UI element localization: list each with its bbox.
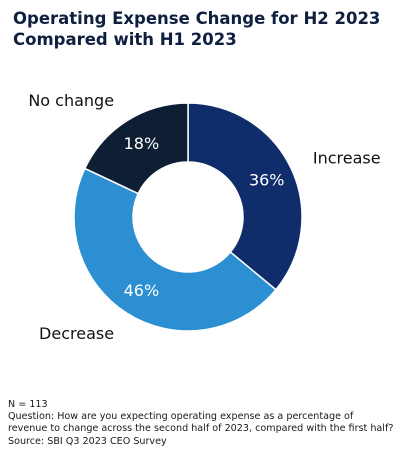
slice-increase [187, 102, 303, 291]
sample-size: N = 113 [8, 399, 48, 410]
footnotes: N = 113 Question: How are you expecting … [8, 399, 403, 448]
slice-category-label-increase: Increase [313, 149, 381, 168]
source-note: Source: SBI Q3 2023 CEO Survey [8, 435, 167, 447]
slice-no-change [83, 102, 189, 195]
survey-question-line-1: Question: How are you expecting operatin… [8, 411, 354, 423]
slice-category-label-decrease: Decrease [39, 324, 114, 343]
slice-value-label-no-change: 18% [124, 134, 160, 153]
survey-question-line-2: revenue to change across the second half… [8, 423, 394, 435]
slice-value-label-increase: 36% [249, 170, 285, 189]
chart-title-line-2: Compared with H1 2023 [13, 30, 237, 49]
slice-decrease [73, 167, 277, 332]
slice-category-label-no-change: No change [28, 91, 114, 110]
slice-value-label-decrease: 46% [124, 281, 160, 300]
chart-title: Operating Expense Change for H2 2023 Com… [13, 8, 393, 50]
chart-title-line-1: Operating Expense Change for H2 2023 [13, 9, 381, 28]
